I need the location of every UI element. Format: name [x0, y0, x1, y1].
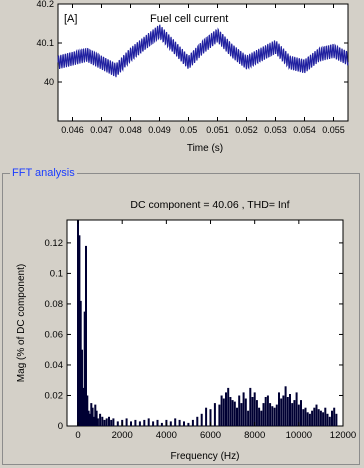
time-y-tick-label: 40.2	[36, 0, 54, 9]
time-x-tick-label: 0.053	[264, 125, 287, 135]
time-x-tick-label: 0.047	[90, 125, 113, 135]
fft-analysis-panel	[2, 173, 360, 465]
time-x-tick-label: 0.054	[293, 125, 316, 135]
time-y-tick-label: 40.1	[36, 38, 54, 48]
time-x-tick-label: 0.051	[206, 125, 229, 135]
time-x-tick-label: 0.055	[322, 125, 345, 135]
time-x-tick-label: 0.052	[235, 125, 258, 135]
time-x-tick-label: 0.049	[148, 125, 171, 135]
time-axis-label: Time (s)	[187, 143, 223, 154]
series-label: Fuel cell current	[150, 13, 228, 25]
time-x-tick-label: 0.05	[180, 125, 198, 135]
time-plot: 0.046 0.047 0.048 0.049 0.05 0.051 0.052 0.053 0…	[0, 0, 364, 160]
time-y-tick-label: 40	[44, 77, 54, 87]
unit-label: [A]	[64, 13, 77, 25]
fft-panel-title: FFT analysis	[10, 166, 77, 180]
time-x-tick-label: 0.046	[61, 125, 84, 135]
time-x-tick-label: 0.048	[119, 125, 142, 135]
